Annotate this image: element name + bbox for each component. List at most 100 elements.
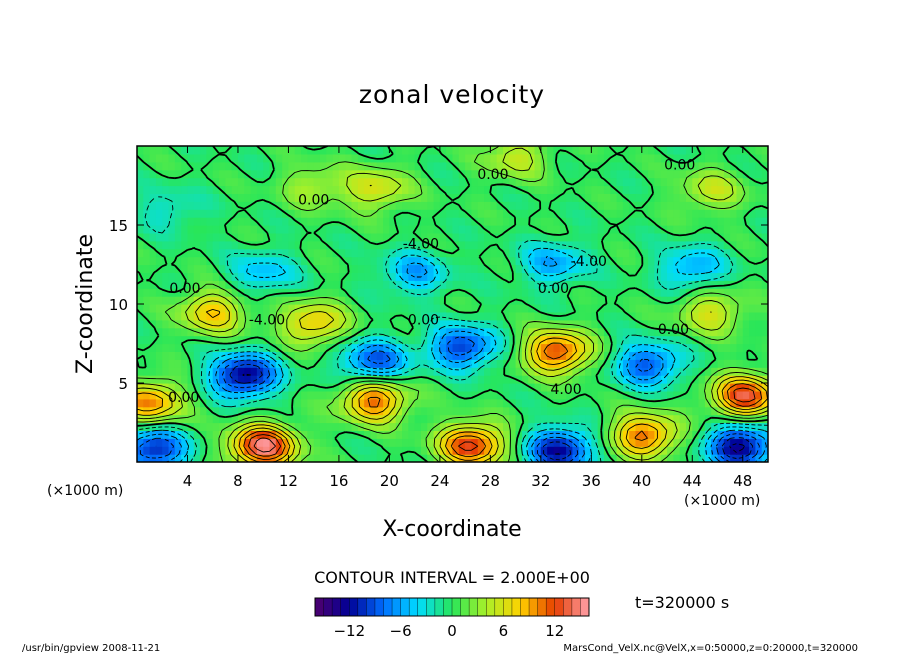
- heat-cell: [269, 414, 277, 424]
- heat-cell: [749, 272, 756, 281]
- heat-cell: [307, 264, 315, 273]
- heat-cell: [414, 319, 422, 329]
- heat-cell: [761, 296, 768, 305]
- heat-cell: [212, 406, 220, 416]
- heat-cell: [496, 146, 504, 155]
- heat-cell: [332, 193, 340, 202]
- heat-cell: [648, 153, 656, 163]
- heat-cell: [275, 288, 283, 297]
- heat-cell: [673, 398, 681, 408]
- heat-cell: [439, 438, 447, 447]
- heat-cell: [515, 201, 523, 210]
- heat-cell: [200, 280, 208, 289]
- heat-cell: [761, 280, 768, 289]
- heat-cell: [711, 343, 719, 352]
- heat-cell: [206, 359, 214, 368]
- heat-cell: [231, 209, 239, 218]
- heat-cell: [193, 414, 201, 424]
- heat-cell: [736, 272, 744, 281]
- heat-cell: [534, 422, 542, 431]
- heat-cell: [509, 406, 517, 416]
- heat-cell: [319, 311, 327, 321]
- heat-cell: [553, 256, 561, 266]
- heat-cell: [521, 390, 529, 400]
- heat-cell: [200, 209, 208, 218]
- heat-cell: [174, 422, 182, 431]
- heat-cell: [282, 327, 290, 337]
- heat-cell: [547, 335, 555, 345]
- heat-cell: [225, 256, 233, 266]
- heat-cell: [540, 185, 548, 194]
- heat-cell: [187, 169, 195, 179]
- heat-cell: [433, 422, 441, 431]
- heat-cell: [174, 343, 182, 352]
- heat-cell: [629, 177, 637, 187]
- heat-cell: [465, 351, 473, 360]
- heat-cell: [591, 288, 599, 297]
- heat-cell: [685, 264, 693, 273]
- contour-line: [137, 196, 768, 462]
- heat-cell: [496, 177, 504, 187]
- heat-cell: [225, 177, 233, 187]
- heat-cell: [717, 438, 725, 447]
- heat-cell: [193, 383, 201, 392]
- heat-cell: [282, 422, 290, 431]
- heat-cell: [212, 390, 220, 400]
- heat-cell: [319, 240, 327, 250]
- heat-cell: [458, 446, 466, 455]
- heat-cell: [471, 256, 479, 266]
- heat-cell: [155, 335, 163, 345]
- heat-cell: [256, 383, 264, 392]
- heat-cell: [282, 304, 290, 313]
- heat-cell: [591, 414, 599, 424]
- heat-cell: [212, 296, 220, 305]
- heat-cell: [742, 169, 750, 179]
- heat-cell: [206, 343, 214, 352]
- heat-cell: [673, 319, 681, 329]
- heat-cell: [301, 414, 308, 424]
- heat-cell: [433, 319, 441, 329]
- heat-cell: [263, 406, 271, 416]
- heat-cell: [345, 359, 353, 368]
- contour-label: 0.00: [538, 281, 569, 297]
- heat-cell: [660, 256, 668, 266]
- heat-cell: [667, 146, 674, 155]
- heat-cell: [667, 343, 674, 352]
- heat-cell: [534, 390, 542, 400]
- heat-cell: [338, 304, 346, 313]
- heat-cell: [635, 383, 643, 392]
- heat-cell: [174, 272, 182, 281]
- heat-cell: [212, 454, 220, 462]
- heat-cell: [736, 296, 744, 305]
- heat-cell: [288, 414, 296, 424]
- heat-cell: [534, 201, 542, 210]
- heat-cell: [641, 359, 649, 368]
- heat-cell: [250, 225, 258, 234]
- heat-cell: [591, 319, 599, 329]
- heat-cell: [319, 430, 327, 439]
- heat-cell: [376, 446, 384, 455]
- heat-cell: [585, 193, 592, 202]
- heat-cell: [193, 177, 201, 187]
- colorbar-cell: [323, 598, 333, 616]
- heat-cell: [307, 240, 315, 250]
- heat-cell: [256, 351, 264, 360]
- heat-cell: [256, 169, 264, 179]
- heat-cell: [181, 153, 189, 163]
- heat-cell: [212, 383, 220, 392]
- heat-cell: [364, 217, 372, 226]
- heat-cell: [717, 280, 725, 289]
- heat-cell: [256, 343, 264, 352]
- heat-cell: [660, 209, 668, 218]
- heat-cell: [389, 146, 397, 155]
- heat-cell: [244, 296, 252, 305]
- heat-cell: [471, 414, 479, 424]
- heat-cell: [414, 311, 422, 321]
- heat-cell: [149, 438, 157, 447]
- heat-cell: [484, 311, 491, 321]
- heat-cell: [256, 414, 264, 424]
- heat-cell: [616, 232, 624, 242]
- heat-cell: [648, 438, 656, 447]
- heat-cell: [414, 327, 422, 337]
- heat-cell: [597, 272, 605, 281]
